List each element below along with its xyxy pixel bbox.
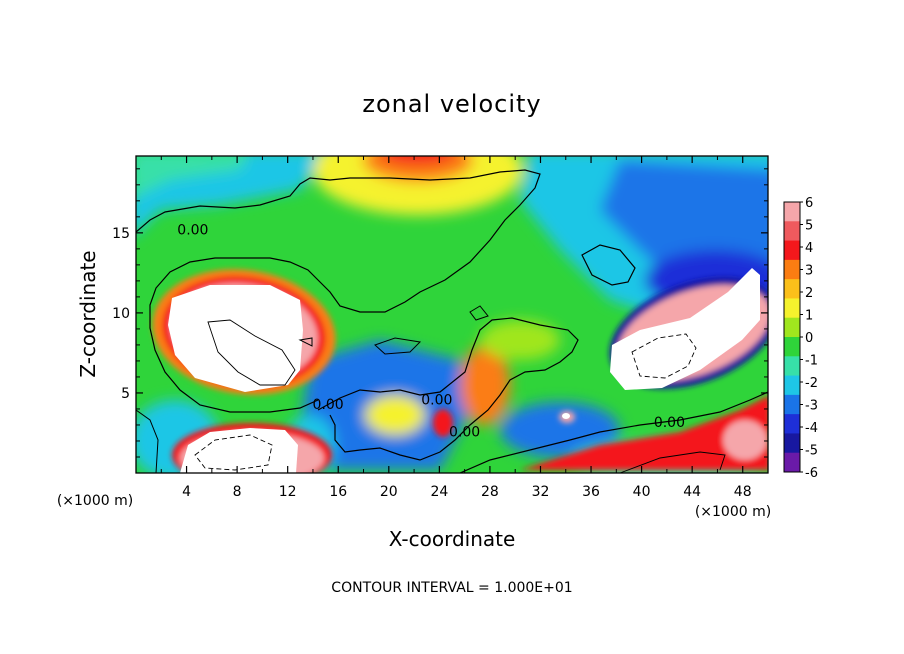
x-tick-label: 16 [329,484,347,500]
plot-area: 0.000.00 0.000.000.00 4 8 12 16 20 24 28 32 36 40 4… [112,155,769,500]
x-tick-label: 44 [683,484,701,500]
colorbar-label: 0 [805,331,813,346]
contour-label: 0.00 [177,223,208,239]
contour-label: 0.00 [654,415,685,431]
contour-label: 0.00 [313,397,344,413]
y-axis-ticks: 5 10 15 [112,168,768,458]
colorbar-label: -3 [805,399,818,414]
x-tick-label: 20 [380,484,398,500]
core-bottom-left [180,428,298,473]
colorbar-swatch [784,394,800,415]
y-axis-label: Z-coordinate [76,250,100,377]
chart-title: zonal velocity [362,90,541,118]
field-top-orange [363,156,473,182]
x-tick-label: 36 [582,484,600,500]
colorbar-swatch [784,337,800,357]
x-axis-unit-right: (×1000 m) [695,504,771,520]
colorbar-swatch [784,259,800,280]
colorbar-swatch [784,240,800,261]
field-warm-1 [460,345,510,425]
contour-right-inner [631,333,697,379]
contour-bottom-left-inner [194,434,273,471]
field-lower-blue-2 [500,402,620,458]
core-dot [562,413,570,419]
field-warm-2 [365,395,425,435]
contour-zero-lower [317,317,579,461]
colorbar-swatch [784,279,800,299]
x-tick-label: 40 [633,484,651,500]
contour-small-bits [298,305,489,355]
max-bottom-right-pink [723,420,767,460]
contour-interval-footer: CONTOUR INTERVAL = 1.000E+01 [331,580,572,596]
field-upper-left-teal [136,156,247,197]
contours [136,169,768,473]
colorbar-swatch [784,356,800,377]
colorbar-label: 5 [805,219,813,234]
contour-zero-bottom [459,391,768,473]
colorbar-label: -4 [805,421,818,436]
y-tick-label: 15 [112,226,130,242]
contour-bottom-right-inner [619,451,726,473]
max-dot-1 [433,409,453,437]
x-axis-ticks: 4 8 12 16 20 24 28 32 36 40 44 48 [160,156,752,500]
y-tick-label: 5 [121,386,130,402]
y-tick-label: 10 [112,306,130,322]
x-axis-label: X-coordinate [389,527,516,551]
x-tick-label: 12 [279,484,297,500]
colorbar-label: 2 [805,286,813,301]
x-tick-label: 8 [233,484,242,500]
contour-small-loop [581,244,636,286]
contour-labels: 0.00 0.00 0.00 0.00 0.00 [177,223,685,441]
field-warm-3 [480,320,560,360]
colorbar-label: -1 [805,354,818,369]
contour-left-inner [207,319,296,386]
plot-frame [135,155,769,474]
colorbar-label: 3 [805,264,813,279]
core-right [610,268,760,390]
x-axis-unit-left: (×1000 m) [57,493,133,509]
field-top-red [382,156,454,164]
heatmap-field: 0.00 0.00 0.00 0.00 0.00 [136,156,768,473]
colorbar-label: -5 [805,444,818,459]
field-cores [168,268,760,473]
colorbar-label: 4 [805,241,813,256]
colorbar-swatch [784,221,800,242]
colorbar-label: 6 [805,196,813,211]
colorbar-swatch [784,317,800,338]
x-tick-label: 32 [532,484,550,500]
colorbar-swatch [784,202,800,222]
contour-label: 0.00 [421,392,452,408]
colorbar-label: 1 [805,309,813,324]
contour-left-edge [136,409,159,473]
colorbar-swatch [784,433,800,454]
contour-label: 0.00 [449,424,480,440]
max-bottom-right-band [520,396,768,470]
core-left [168,285,303,392]
colorbar-swatch [784,452,800,473]
colorbar-swatch [784,375,800,396]
colorbar-swatch [784,414,800,434]
x-tick-label: 24 [430,484,448,500]
colorbar: 6 5 4 3 2 1 0 -1 -2 -3 -4 -5 -6 [783,196,818,481]
x-tick-label: 28 [481,484,499,500]
field-top-yellow [313,156,523,215]
x-tick-label: 4 [182,484,191,500]
colorbar-label: -6 [805,466,818,481]
contour-zero-top [136,169,541,413]
colorbar-swatch [784,298,800,319]
colorbar-label: -2 [805,376,818,391]
x-tick-label: 48 [734,484,752,500]
